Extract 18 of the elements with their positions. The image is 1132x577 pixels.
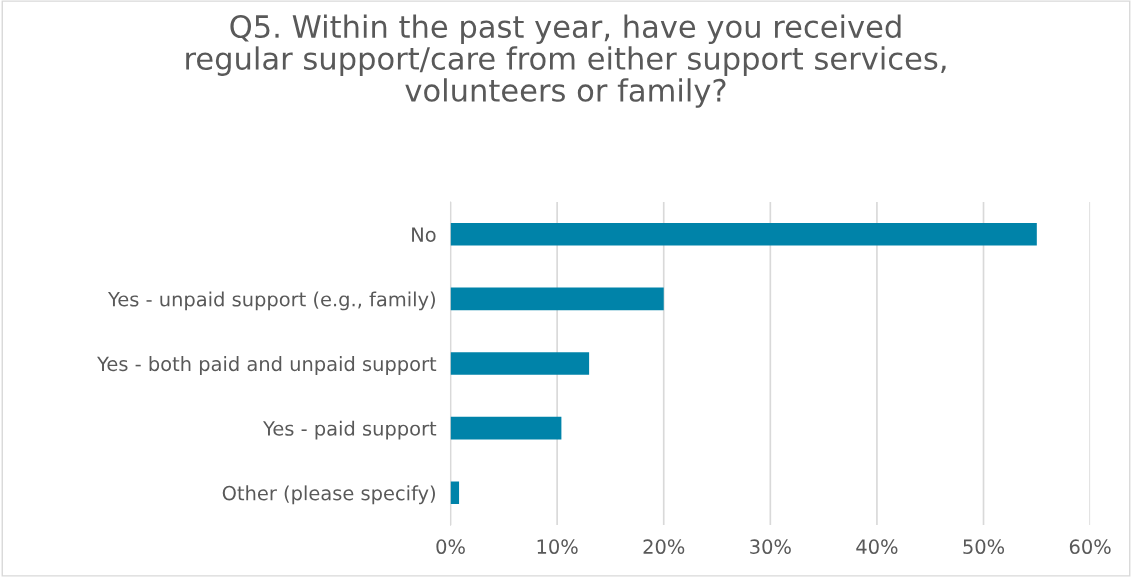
bar: [450, 287, 664, 311]
y-tick-label: Yes - unpaid support (e.g., family): [107, 291, 435, 311]
y-tick-label: Yes - both paid and unpaid support: [97, 356, 437, 375]
x-tick-label: 20%: [643, 539, 685, 555]
x-tick-label: 30%: [750, 539, 791, 555]
x-tick-label: 50%: [963, 539, 1005, 555]
y-tick-label: Other (please specify): [222, 485, 435, 505]
bar: [450, 352, 590, 375]
bar: [450, 416, 562, 440]
y-tick-label: No: [412, 227, 436, 242]
x-tick-label: 40%: [856, 539, 898, 555]
chart-title: Q5. Within the past year, have you received regular support/care from either support services, volunteers or family?: [186, 14, 946, 108]
bar: [450, 222, 1037, 246]
y-tick-label: Yes - paid support: [263, 420, 437, 440]
x-tick-label: 10%: [537, 539, 578, 555]
x-tick-label: 60%: [1069, 539, 1111, 555]
x-tick-label: 0%: [436, 539, 465, 555]
bar: [450, 481, 460, 505]
